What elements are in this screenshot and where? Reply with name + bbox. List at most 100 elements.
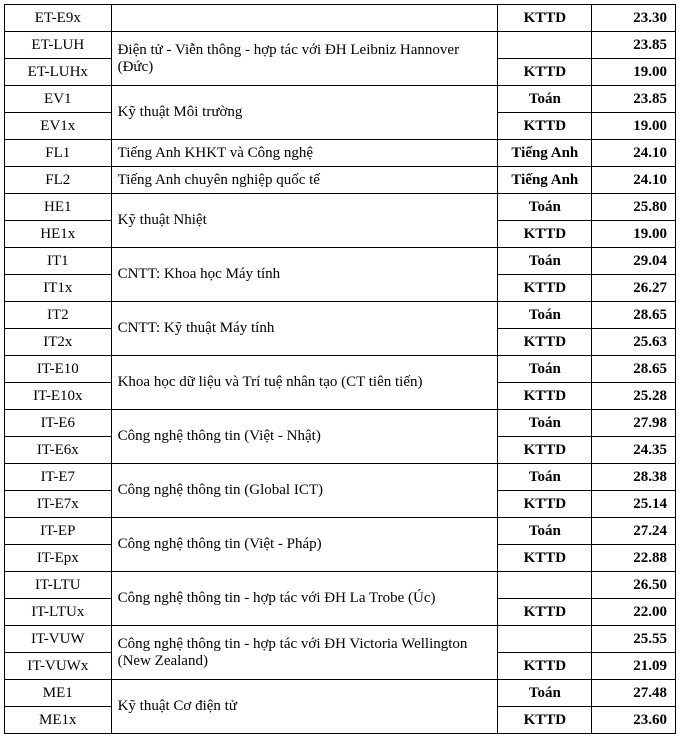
code-cell: IT-E6 <box>5 410 112 437</box>
score-cell: 26.27 <box>592 275 676 302</box>
table-row: HE1 Kỹ thuật Nhiệt Toán 25.80 <box>5 194 676 221</box>
subj-cell: Toán <box>498 356 592 383</box>
table-row: ET-LUH Điện tử - Viễn thông - hợp tác vớ… <box>5 32 676 59</box>
score-cell: 29.04 <box>592 248 676 275</box>
subj-cell: Toán <box>498 410 592 437</box>
subj-cell: KTTD <box>498 383 592 410</box>
code-cell: IT1 <box>5 248 112 275</box>
table-row: FL2 Tiếng Anh chuyên nghiệp quốc tế Tiến… <box>5 167 676 194</box>
score-cell: 25.55 <box>592 626 676 653</box>
code-cell: IT-VUWx <box>5 653 112 680</box>
desc-cell: Điện tử - Viễn thông - hợp tác với ĐH Le… <box>111 32 498 86</box>
code-cell: EV1x <box>5 113 112 140</box>
code-cell: IT-E7 <box>5 464 112 491</box>
subj-cell: KTTD <box>498 491 592 518</box>
score-cell: 25.63 <box>592 329 676 356</box>
subj-cell: Toán <box>498 86 592 113</box>
code-cell: IT-E7x <box>5 491 112 518</box>
table-row: ET-E9x KTTD 23.30 <box>5 5 676 32</box>
desc-cell <box>111 5 498 32</box>
code-cell: IT-E10 <box>5 356 112 383</box>
score-cell: 23.85 <box>592 32 676 59</box>
code-cell: ET-E9x <box>5 5 112 32</box>
code-cell: IT-E10x <box>5 383 112 410</box>
code-cell: IT-VUW <box>5 626 112 653</box>
desc-cell: Công nghệ thông tin (Việt - Nhật) <box>111 410 498 464</box>
score-cell: 19.00 <box>592 59 676 86</box>
subj-cell: KTTD <box>498 545 592 572</box>
score-cell: 27.98 <box>592 410 676 437</box>
score-cell: 25.14 <box>592 491 676 518</box>
score-cell: 24.35 <box>592 437 676 464</box>
table-row: IT-VUW Công nghệ thông tin - hợp tác với… <box>5 626 676 653</box>
score-cell: 24.10 <box>592 140 676 167</box>
subj-cell: KTTD <box>498 221 592 248</box>
score-cell: 26.50 <box>592 572 676 599</box>
desc-cell: Kỹ thuật Cơ điện tử <box>111 680 498 734</box>
desc-cell: Công nghệ thông tin - hợp tác với ĐH Vic… <box>111 626 498 680</box>
score-cell: 28.65 <box>592 302 676 329</box>
score-cell: 25.80 <box>592 194 676 221</box>
code-cell: IT-LTU <box>5 572 112 599</box>
subj-cell: KTTD <box>498 437 592 464</box>
code-cell: FL1 <box>5 140 112 167</box>
score-cell: 19.00 <box>592 113 676 140</box>
score-cell: 25.28 <box>592 383 676 410</box>
subj-cell: Toán <box>498 464 592 491</box>
desc-cell: Tiếng Anh KHKT và Công nghệ <box>111 140 498 167</box>
code-cell: ME1 <box>5 680 112 707</box>
desc-cell: Kỹ thuật Nhiệt <box>111 194 498 248</box>
desc-cell: CNTT: Kỹ thuật Máy tính <box>111 302 498 356</box>
table-row: IT-LTU Công nghệ thông tin - hợp tác với… <box>5 572 676 599</box>
table-row: IT-E10 Khoa học dữ liệu và Trí tuệ nhân … <box>5 356 676 383</box>
subj-cell: KTTD <box>498 329 592 356</box>
subj-cell: Toán <box>498 518 592 545</box>
table-row: ME1 Kỹ thuật Cơ điện tử Toán 27.48 <box>5 680 676 707</box>
score-cell: 22.88 <box>592 545 676 572</box>
code-cell: EV1 <box>5 86 112 113</box>
desc-cell: CNTT: Khoa học Máy tính <box>111 248 498 302</box>
score-cell: 23.85 <box>592 86 676 113</box>
subj-cell: KTTD <box>498 707 592 734</box>
code-cell: IT2x <box>5 329 112 356</box>
subj-cell: Tiếng Anh <box>498 167 592 194</box>
desc-cell: Khoa học dữ liệu và Trí tuệ nhân tạo (CT… <box>111 356 498 410</box>
code-cell: IT-Epx <box>5 545 112 572</box>
subj-cell: KTTD <box>498 653 592 680</box>
subj-cell: KTTD <box>498 275 592 302</box>
subj-cell: KTTD <box>498 113 592 140</box>
subj-cell: Toán <box>498 680 592 707</box>
code-cell: ET-LUH <box>5 32 112 59</box>
code-cell: FL2 <box>5 167 112 194</box>
code-cell: IT-E6x <box>5 437 112 464</box>
code-cell: IT1x <box>5 275 112 302</box>
table-row: IT2 CNTT: Kỹ thuật Máy tính Toán 28.65 <box>5 302 676 329</box>
code-cell: IT-LTUx <box>5 599 112 626</box>
table-row: IT1 CNTT: Khoa học Máy tính Toán 29.04 <box>5 248 676 275</box>
subj-cell <box>498 626 592 653</box>
score-cell: 19.00 <box>592 221 676 248</box>
desc-cell: Công nghệ thông tin (Việt - Pháp) <box>111 518 498 572</box>
score-cell: 24.10 <box>592 167 676 194</box>
table-row: IT-E7 Công nghệ thông tin (Global ICT) T… <box>5 464 676 491</box>
desc-cell: Công nghệ thông tin - hợp tác với ĐH La … <box>111 572 498 626</box>
desc-cell: Kỹ thuật Môi trường <box>111 86 498 140</box>
score-cell: 23.60 <box>592 707 676 734</box>
table-row: IT-E6 Công nghệ thông tin (Việt - Nhật) … <box>5 410 676 437</box>
table-row: FL1 Tiếng Anh KHKT và Công nghệ Tiếng An… <box>5 140 676 167</box>
score-cell: 21.09 <box>592 653 676 680</box>
subj-cell <box>498 32 592 59</box>
score-cell: 28.65 <box>592 356 676 383</box>
score-cell: 27.48 <box>592 680 676 707</box>
subj-cell: Toán <box>498 194 592 221</box>
score-cell: 22.00 <box>592 599 676 626</box>
subj-cell: Tiếng Anh <box>498 140 592 167</box>
code-cell: HE1 <box>5 194 112 221</box>
desc-cell: Công nghệ thông tin (Global ICT) <box>111 464 498 518</box>
subj-cell: Toán <box>498 248 592 275</box>
code-cell: ME1x <box>5 707 112 734</box>
code-cell: IT-EP <box>5 518 112 545</box>
subj-cell: KTTD <box>498 59 592 86</box>
subj-cell: Toán <box>498 302 592 329</box>
table-row: EV1 Kỹ thuật Môi trường Toán 23.85 <box>5 86 676 113</box>
